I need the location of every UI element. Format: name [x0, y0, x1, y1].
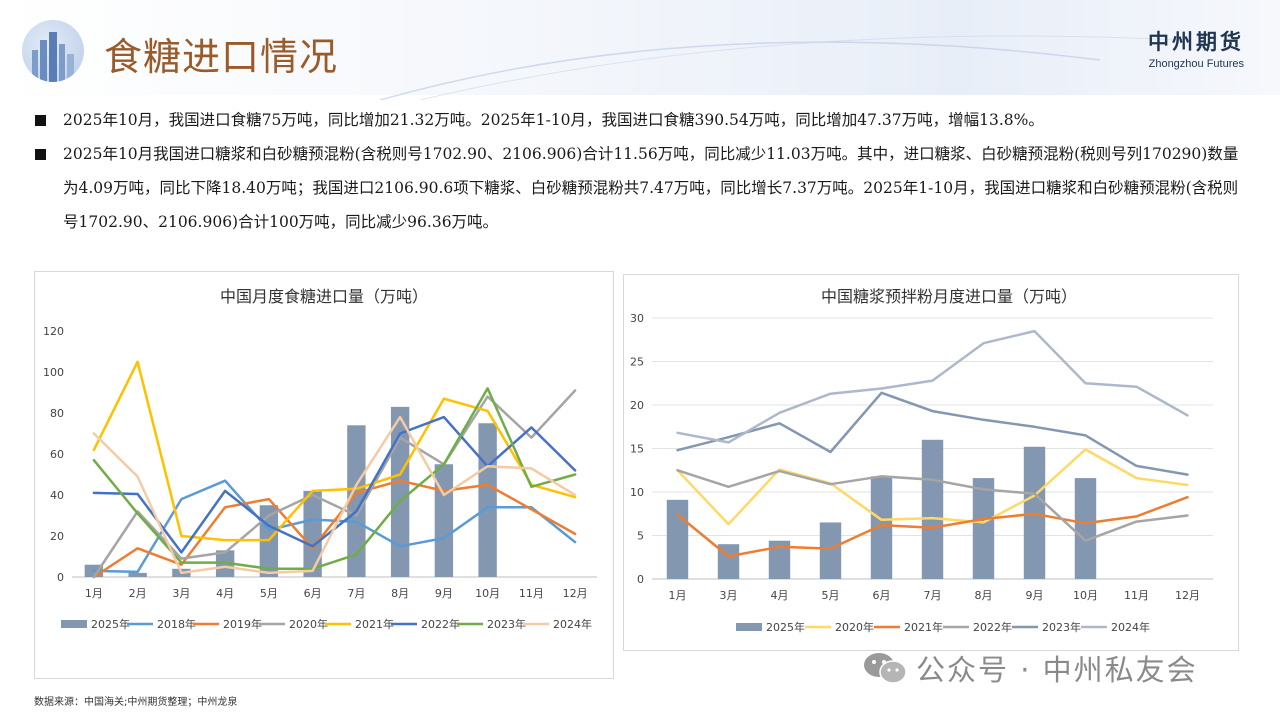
x-tick-label: 9月 — [435, 587, 453, 600]
y-tick-label: 20 — [630, 399, 644, 412]
series-line-2021年 — [676, 495, 1189, 558]
legend-label: 2021年 — [904, 620, 943, 634]
legend-swatch — [61, 620, 87, 628]
legend-label: 2025年 — [91, 617, 130, 631]
chart-title: 中国糖浆预拌粉月度进口量（万吨） — [821, 287, 1077, 306]
legend-label: 2023年 — [1042, 620, 1081, 634]
bullet-item: 2025年10月，我国进口食糖75万吨，同比增加21.32万吨。2025年1-1… — [34, 103, 1244, 137]
y-tick-label: 40 — [50, 489, 64, 502]
header-band — [0, 0, 1280, 95]
legend-label: 2022年 — [421, 617, 460, 631]
series-line-2024年 — [676, 329, 1189, 444]
series-line-2022年 — [676, 469, 1189, 542]
y-tick-label: 60 — [50, 448, 64, 461]
x-tick-label: 12月 — [1175, 589, 1200, 602]
bar-2025 — [303, 490, 322, 577]
legend-label: 2020年 — [289, 617, 328, 631]
x-tick-label: 12月 — [563, 587, 588, 600]
series-line-2020年 — [676, 448, 1189, 526]
header-decoration — [379, 35, 1181, 100]
legend-label: 2021年 — [355, 617, 394, 631]
series-line-2024年 — [92, 415, 577, 575]
legend-label: 2024年 — [1111, 620, 1150, 634]
bar-2025 — [870, 476, 893, 579]
bar-2025 — [1074, 478, 1097, 579]
x-tick-label: 6月 — [873, 589, 891, 602]
x-tick-label: 8月 — [975, 589, 993, 602]
x-tick-label: 1月 — [85, 587, 103, 600]
x-tick-label: 3月 — [172, 587, 190, 600]
bar-2025 — [347, 425, 366, 577]
bar-2025 — [478, 423, 497, 577]
bar-2025 — [128, 572, 147, 577]
data-source-note: 数据来源：中国海关;中州期货整理；中州龙泉 — [34, 697, 238, 708]
bar-2025 — [768, 540, 791, 579]
x-tick-label: 3月 — [720, 589, 738, 602]
syrup-import-chart: 中国糖浆预拌粉月度进口量（万吨） 0 5 10 15 20 25 30 1月 3月 4月 5月 6月 7月… — [630, 287, 1213, 634]
legend-label: 2024年 — [553, 617, 592, 631]
y-tick-label: 30 — [630, 312, 644, 325]
y-tick-label: 20 — [50, 530, 64, 543]
x-tick-label: 6月 — [304, 587, 322, 600]
brand-logo: 中州期货 Zhongzhou Futures — [1148, 26, 1244, 70]
x-tick-label: 10月 — [475, 587, 500, 600]
x-tick-label: 4月 — [216, 587, 234, 600]
x-tick-label: 10月 — [1073, 589, 1098, 602]
x-tick-label: 2月 — [129, 587, 147, 600]
wechat-watermark: 公众号 · 中州私友会 — [862, 650, 1198, 687]
y-tick-label: 80 — [50, 407, 64, 420]
legend-swatch — [736, 623, 762, 631]
chart-title: 中国月度食糖进口量（万吨） — [220, 287, 428, 306]
legend-label: 2019年 — [223, 617, 262, 631]
page-title: 食糖进口情况 — [104, 35, 339, 79]
city-skyline-logo — [22, 20, 84, 82]
legend-label: 2023年 — [487, 617, 526, 631]
bullet-list: 2025年10月，我国进口食糖75万吨，同比增加21.32万吨。2025年1-1… — [34, 103, 1244, 239]
y-tick-label: 5 — [637, 530, 644, 543]
series-line-2019年 — [92, 479, 577, 579]
y-tick-label: 15 — [630, 443, 644, 456]
legend-label: 2020年 — [835, 620, 874, 634]
legend-label: 2022年 — [973, 620, 1012, 634]
legend-label: 2025年 — [766, 620, 805, 634]
y-tick-label: 0 — [57, 571, 64, 584]
bullet-square-icon — [35, 115, 46, 126]
series-line-2021年 — [92, 360, 577, 542]
bar-2025 — [819, 522, 842, 579]
bar-2025 — [972, 478, 995, 579]
y-tick-label: 120 — [43, 325, 64, 338]
x-tick-label: 5月 — [260, 587, 278, 600]
bar-2025 — [666, 499, 689, 579]
brand-name-cn: 中州期货 — [1148, 30, 1244, 54]
wechat-icon — [862, 651, 908, 685]
bar-2025 — [921, 439, 944, 579]
x-tick-label: 11月 — [519, 587, 544, 600]
chart-panel-sugar-imports: 中国月度食糖进口量（万吨） 0 20 40 60 80 100 120 1月 2月 3月 4月 5月 6月… — [34, 271, 614, 679]
series-line-2020年 — [92, 389, 577, 579]
watermark-text: 公众号 · 中州私友会 — [916, 653, 1198, 687]
x-tick-label: 7月 — [924, 589, 942, 602]
bullet-item: 2025年10月我国进口糖浆和白砂糖预混粉(含税则号1702.90、2106.9… — [34, 137, 1244, 239]
y-tick-label: 0 — [637, 573, 644, 586]
x-tick-label: 11月 — [1124, 589, 1149, 602]
x-tick-label: 7月 — [347, 587, 365, 600]
x-tick-label: 1月 — [669, 589, 687, 602]
series-line-2023年 — [676, 391, 1189, 476]
bullet-text: 2025年10月，我国进口食糖75万吨，同比增加21.32万吨。2025年1-1… — [63, 111, 1044, 129]
x-tick-label: 8月 — [391, 587, 409, 600]
y-tick-label: 25 — [630, 356, 644, 369]
bullet-square-icon — [35, 149, 46, 160]
bullet-text: 2025年10月我国进口糖浆和白砂糖预混粉(含税则号1702.90、2106.9… — [63, 145, 1239, 231]
sugar-import-chart: 中国月度食糖进口量（万吨） 0 20 40 60 80 100 120 1月 2月 3月 4月 5月 6月… — [43, 287, 597, 631]
chart-panel-syrup-imports: 中国糖浆预拌粉月度进口量（万吨） 0 5 10 15 20 25 30 1月 3月 4月 5月 6月 7月… — [623, 274, 1239, 651]
x-tick-label: 4月 — [771, 589, 789, 602]
brand-name-en: Zhongzhou Futures — [1148, 58, 1244, 70]
bar-2025 — [390, 406, 410, 577]
y-tick-label: 100 — [43, 366, 64, 379]
y-tick-label: 10 — [630, 486, 644, 499]
x-tick-label: 5月 — [822, 589, 840, 602]
legend-label: 2018年 — [157, 617, 196, 631]
x-tick-label: 9月 — [1026, 589, 1044, 602]
